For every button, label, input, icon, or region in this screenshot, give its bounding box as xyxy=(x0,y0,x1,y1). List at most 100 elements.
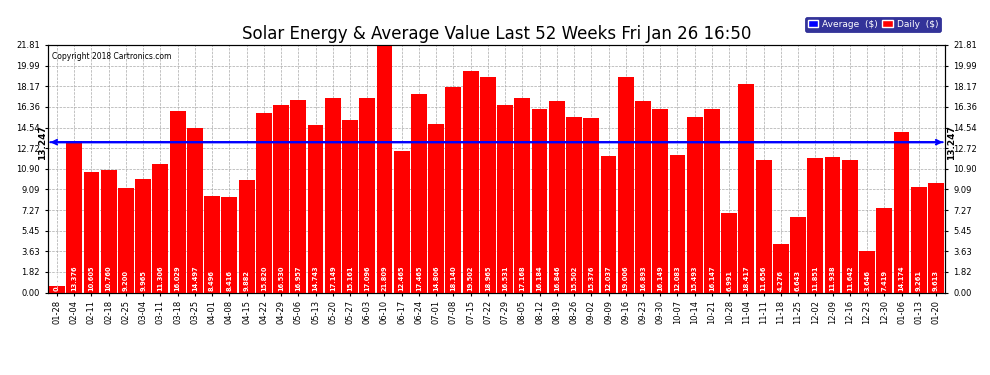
Bar xyxy=(66,141,82,292)
Bar xyxy=(187,128,203,292)
Bar xyxy=(204,196,220,292)
Bar xyxy=(618,77,634,292)
Bar xyxy=(394,151,410,292)
Text: 17.168: 17.168 xyxy=(520,265,526,291)
Bar xyxy=(601,156,617,292)
Text: 8.416: 8.416 xyxy=(227,270,233,291)
Bar xyxy=(652,109,668,292)
Bar xyxy=(152,164,168,292)
Bar xyxy=(255,113,271,292)
Bar xyxy=(376,45,392,292)
Text: 12.037: 12.037 xyxy=(606,265,612,291)
Text: 9.261: 9.261 xyxy=(916,270,922,291)
Bar xyxy=(790,217,806,292)
Text: 15.161: 15.161 xyxy=(346,265,353,291)
Bar xyxy=(222,197,238,292)
Bar xyxy=(169,111,185,292)
Bar xyxy=(83,172,99,292)
Text: 17.465: 17.465 xyxy=(416,265,422,291)
Text: 19.006: 19.006 xyxy=(623,265,629,291)
Bar xyxy=(755,160,771,292)
Bar xyxy=(635,101,650,292)
Text: 19.502: 19.502 xyxy=(467,265,473,291)
Bar xyxy=(429,124,445,292)
Bar xyxy=(773,244,789,292)
Bar xyxy=(136,179,151,292)
Text: 16.957: 16.957 xyxy=(295,265,301,291)
Text: 8.496: 8.496 xyxy=(209,270,215,291)
Bar xyxy=(411,94,427,292)
Text: 16.893: 16.893 xyxy=(640,265,646,291)
Text: 16.029: 16.029 xyxy=(174,265,180,291)
Text: 13.247: 13.247 xyxy=(39,125,48,160)
Text: 11.306: 11.306 xyxy=(157,265,163,291)
Bar xyxy=(825,157,841,292)
Text: 6.643: 6.643 xyxy=(795,270,801,291)
Bar xyxy=(118,188,134,292)
Text: 11.656: 11.656 xyxy=(760,265,766,291)
Text: 14.497: 14.497 xyxy=(192,265,198,291)
Bar xyxy=(446,87,461,292)
Bar xyxy=(273,105,289,292)
Text: Copyright 2018 Cartronics.com: Copyright 2018 Cartronics.com xyxy=(52,53,171,62)
Bar xyxy=(239,180,254,292)
Text: 10.605: 10.605 xyxy=(88,265,94,291)
Text: 11.642: 11.642 xyxy=(846,265,852,291)
Text: 18.417: 18.417 xyxy=(743,265,749,291)
Text: 16.184: 16.184 xyxy=(537,265,543,291)
Text: 15.502: 15.502 xyxy=(571,266,577,291)
Bar xyxy=(669,155,685,292)
Title: Solar Energy & Average Value Last 52 Weeks Fri Jan 26 16:50: Solar Energy & Average Value Last 52 Wee… xyxy=(242,26,751,44)
Text: 15.493: 15.493 xyxy=(692,265,698,291)
Text: 21.809: 21.809 xyxy=(381,265,387,291)
Bar xyxy=(687,117,703,292)
Bar xyxy=(739,84,754,292)
Text: 0.554: 0.554 xyxy=(54,270,60,291)
Bar xyxy=(532,109,547,292)
Bar xyxy=(497,105,513,292)
Bar xyxy=(308,125,324,292)
Bar xyxy=(325,98,341,292)
Text: 17.096: 17.096 xyxy=(364,265,370,291)
Text: 9.882: 9.882 xyxy=(244,270,249,291)
Bar xyxy=(462,71,478,292)
Text: 11.938: 11.938 xyxy=(830,265,836,291)
Bar xyxy=(50,286,65,292)
Text: 18.140: 18.140 xyxy=(450,265,456,291)
Text: 13.247: 13.247 xyxy=(947,125,956,160)
Bar xyxy=(583,118,599,292)
Bar xyxy=(876,208,892,292)
Text: 9.965: 9.965 xyxy=(141,270,147,291)
Bar xyxy=(343,120,358,292)
Bar xyxy=(101,170,117,292)
Text: 9.613: 9.613 xyxy=(933,270,939,291)
Bar xyxy=(911,188,927,292)
Text: 16.147: 16.147 xyxy=(709,265,715,291)
Bar xyxy=(894,132,910,292)
Bar xyxy=(359,99,375,292)
Legend: Average  ($), Daily  ($): Average ($), Daily ($) xyxy=(805,17,940,32)
Bar xyxy=(548,101,564,292)
Bar xyxy=(480,77,496,292)
Text: 13.376: 13.376 xyxy=(71,265,77,291)
Text: 7.419: 7.419 xyxy=(881,270,887,291)
Text: 12.083: 12.083 xyxy=(674,265,680,291)
Text: 14.743: 14.743 xyxy=(313,265,319,291)
Bar xyxy=(808,158,824,292)
Bar xyxy=(928,183,943,292)
Bar xyxy=(290,100,306,292)
Text: 18.965: 18.965 xyxy=(485,265,491,291)
Text: 4.276: 4.276 xyxy=(778,270,784,291)
Bar xyxy=(566,117,582,292)
Text: 9.200: 9.200 xyxy=(123,270,129,291)
Text: 16.531: 16.531 xyxy=(502,265,508,291)
Bar xyxy=(515,98,531,292)
Bar xyxy=(704,109,720,292)
Text: 12.465: 12.465 xyxy=(399,265,405,291)
Text: 14.174: 14.174 xyxy=(899,265,905,291)
Bar xyxy=(842,160,857,292)
Text: 17.149: 17.149 xyxy=(330,265,336,291)
Text: 10.760: 10.760 xyxy=(106,265,112,291)
Text: 15.376: 15.376 xyxy=(588,265,594,291)
Text: 11.851: 11.851 xyxy=(813,265,819,291)
